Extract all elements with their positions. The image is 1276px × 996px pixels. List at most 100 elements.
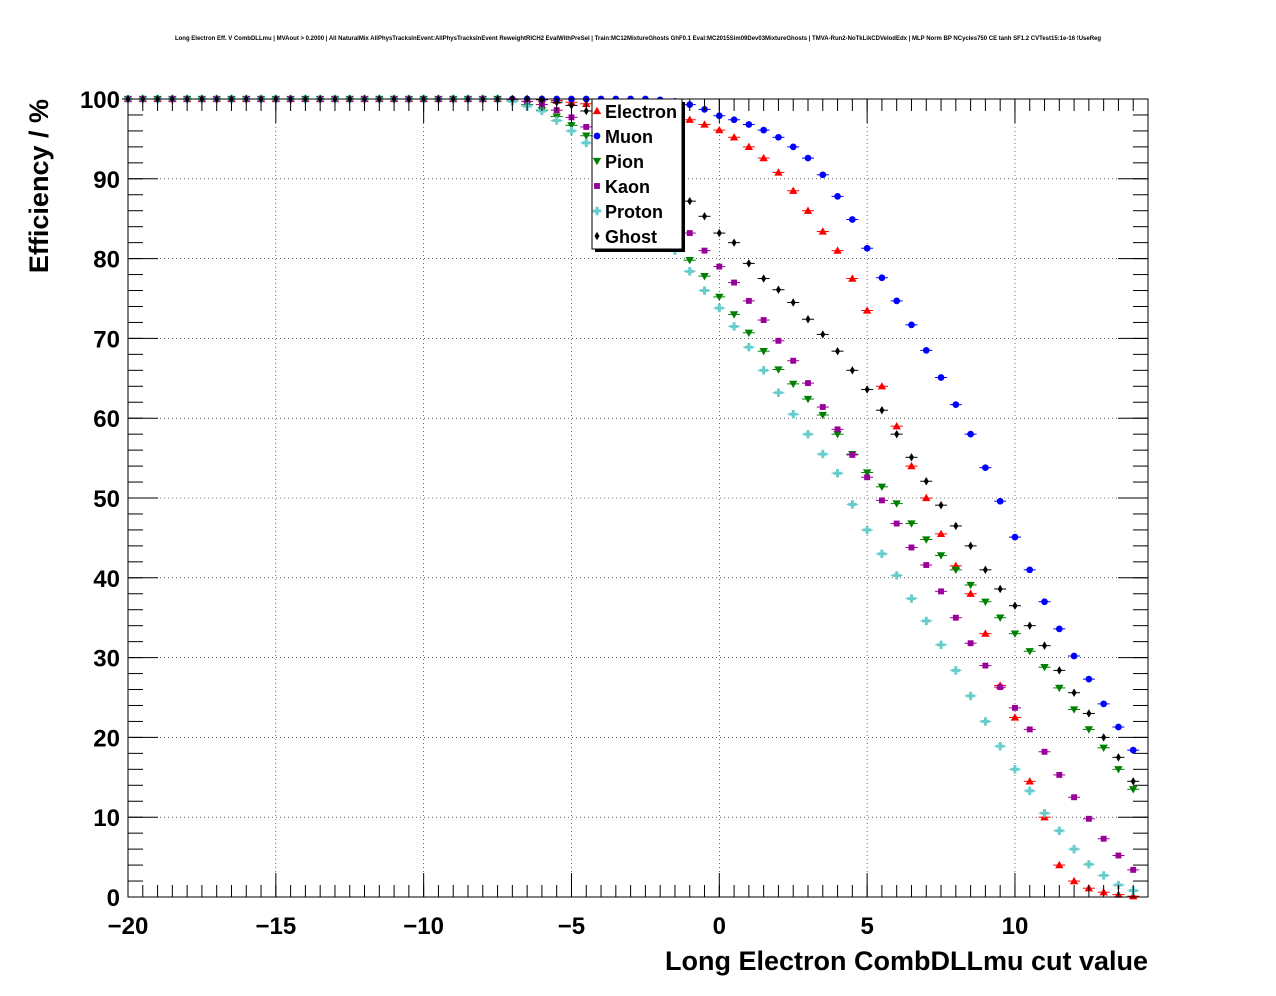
data-point xyxy=(819,171,827,179)
data-point xyxy=(819,404,826,410)
data-point xyxy=(1055,625,1063,633)
data-point xyxy=(893,297,901,305)
legend-label-muon: Muon xyxy=(605,127,653,147)
legend-marker-electron xyxy=(592,106,602,115)
data-point xyxy=(803,429,813,439)
data-point xyxy=(582,138,591,148)
data-point xyxy=(833,469,842,478)
data-point xyxy=(1071,794,1078,801)
data-point xyxy=(685,267,694,276)
data-point xyxy=(908,544,915,551)
x-tick-label: −15 xyxy=(255,913,296,940)
data-point xyxy=(937,374,945,381)
data-point xyxy=(790,298,796,307)
y-axis-label: Efficiency / % xyxy=(24,99,54,273)
data-point xyxy=(1042,641,1048,650)
data-point xyxy=(877,382,887,390)
data-point xyxy=(936,640,946,650)
data-point xyxy=(818,411,827,420)
data-point xyxy=(981,629,990,637)
data-point xyxy=(834,426,841,433)
legend: Electron Muon Pion Kaon Proton Ghost xyxy=(591,98,685,252)
data-point xyxy=(1010,765,1020,774)
data-point xyxy=(936,552,946,560)
data-point xyxy=(789,143,797,151)
data-point xyxy=(953,521,959,531)
data-point xyxy=(1040,664,1049,672)
data-point xyxy=(1114,766,1123,774)
data-point xyxy=(982,662,989,669)
data-point xyxy=(745,297,752,304)
data-point xyxy=(789,186,798,194)
legend-label-ghost: Ghost xyxy=(605,227,657,247)
axis-ticks xyxy=(127,98,1149,898)
y-tick-label: 70 xyxy=(93,326,120,353)
data-point xyxy=(907,520,916,528)
data-point xyxy=(995,741,1005,751)
data-point xyxy=(759,348,768,356)
data-point xyxy=(862,525,872,535)
data-point xyxy=(1099,744,1108,752)
data-point xyxy=(1025,648,1034,656)
data-point xyxy=(1084,726,1094,734)
data-point xyxy=(760,317,767,323)
legend-marker-ghost xyxy=(594,231,600,241)
data-point xyxy=(1041,748,1048,755)
data-point xyxy=(818,227,827,235)
data-point xyxy=(582,132,591,140)
data-point xyxy=(1100,835,1107,842)
data-point xyxy=(729,133,739,141)
data-point xyxy=(744,342,754,352)
data-point xyxy=(833,246,842,254)
data-point xyxy=(878,497,885,504)
data-point xyxy=(878,274,886,282)
data-point xyxy=(686,230,693,237)
data-point xyxy=(862,469,872,477)
x-tick-label: 5 xyxy=(860,913,873,940)
legend-box xyxy=(591,98,683,250)
data-point xyxy=(997,584,1003,594)
legend-label-proton: Proton xyxy=(605,202,663,222)
data-point xyxy=(1086,709,1092,718)
data-point xyxy=(774,168,783,176)
data-point xyxy=(583,123,590,130)
data-point xyxy=(789,410,798,419)
data-point xyxy=(1130,866,1137,873)
data-point xyxy=(995,614,1005,622)
data-point xyxy=(981,717,990,726)
data-point xyxy=(1069,844,1079,854)
y-tick-label: 40 xyxy=(93,566,120,593)
legend-label-pion: Pion xyxy=(605,152,644,172)
data-point xyxy=(567,126,576,136)
data-point xyxy=(745,121,753,128)
data-point xyxy=(835,346,841,356)
data-point xyxy=(1056,771,1063,778)
legend-marker-proton xyxy=(592,206,602,216)
data-point xyxy=(1099,871,1108,880)
data-point xyxy=(1041,598,1048,606)
y-tick-label: 30 xyxy=(93,646,120,673)
x-tick-label: −10 xyxy=(403,913,444,940)
data-point xyxy=(848,216,856,223)
data-point xyxy=(1129,786,1138,794)
legend-label-kaon: Kaon xyxy=(605,177,650,197)
data-point xyxy=(701,247,708,254)
data-point xyxy=(760,126,768,134)
data-point xyxy=(908,321,915,329)
data-point xyxy=(834,192,841,200)
data-point xyxy=(1010,713,1020,721)
data-point xyxy=(908,453,914,462)
data-point xyxy=(864,474,871,481)
data-point xyxy=(952,614,959,621)
data-point xyxy=(1012,601,1018,610)
data-point xyxy=(731,238,737,247)
data-point xyxy=(1025,786,1034,796)
data-point xyxy=(744,142,754,151)
data-point xyxy=(803,206,813,214)
data-point xyxy=(849,451,856,458)
data-point xyxy=(774,366,783,374)
data-point xyxy=(922,493,931,502)
data-point xyxy=(775,285,781,294)
